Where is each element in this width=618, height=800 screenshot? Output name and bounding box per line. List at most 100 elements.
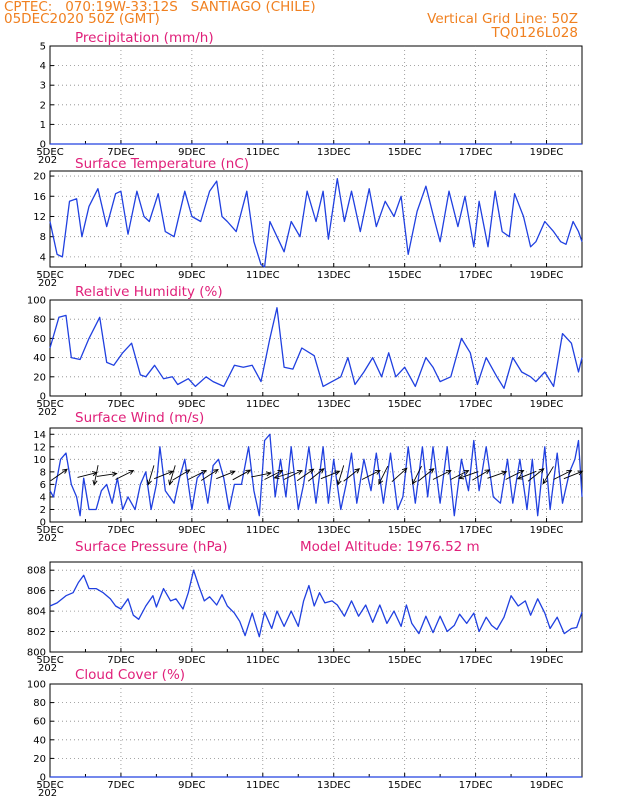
wind-arrow-head xyxy=(277,470,284,475)
x-tick-label: 15DEC xyxy=(388,525,422,536)
x-tick-label: 11DEC xyxy=(246,147,280,158)
wind-arrow xyxy=(450,470,470,480)
y-tick-label: 4 xyxy=(40,252,46,263)
wind-arrow-shaft xyxy=(527,468,544,482)
wind-arrow-shaft xyxy=(307,468,325,482)
wind-arrow xyxy=(77,471,98,478)
panel-5: 5DEC 7DEC 9DEC 11DEC 13DEC 15DEC 17DEC 19DEC 202… xyxy=(27,539,583,674)
wind-arrow-shaft xyxy=(154,470,173,480)
x-tick-label: 5DEC xyxy=(36,399,63,410)
x-year-label: 202 xyxy=(38,278,57,289)
y-tick-label: 100 xyxy=(27,680,46,691)
wind-arrow-head xyxy=(354,468,361,474)
y-tick-label: 1 xyxy=(40,120,46,131)
y-tick-label: 12 xyxy=(33,442,46,453)
y-tick-label: 40 xyxy=(33,353,46,364)
x-tick-label: 5DEC xyxy=(36,780,63,791)
x-tick-label: 7DEC xyxy=(107,655,134,666)
x-tick-label: 9DEC xyxy=(178,655,205,666)
panel-3: 5DEC 7DEC 9DEC 11DEC 13DEC 15DEC 17DEC 19DEC202… xyxy=(27,284,583,418)
panel-frame xyxy=(49,45,583,145)
y-tick-label: 0 xyxy=(40,518,46,529)
x-tick-label: 13DEC xyxy=(317,655,351,666)
wind-arrow xyxy=(378,465,389,485)
wind-arrow-head xyxy=(296,470,303,475)
wind-arrow xyxy=(96,471,118,477)
wind-arrow-shaft xyxy=(337,465,345,485)
x-year-label: 202 xyxy=(38,788,57,799)
x-tick-label: 17DEC xyxy=(459,399,493,410)
wind-arrow-shaft xyxy=(283,470,303,480)
y-tick-label: 12 xyxy=(33,212,46,223)
wind-arrow-head xyxy=(484,469,491,475)
x-tick-label: 9DEC xyxy=(178,147,205,158)
x-year-label: 202 xyxy=(38,407,57,418)
x-tick-label: 7DEC xyxy=(107,780,134,791)
x-tick-label: 19DEC xyxy=(530,525,564,536)
wind-arrow xyxy=(417,468,435,482)
wind-arrow xyxy=(487,470,508,479)
wind-arrow-shaft xyxy=(542,466,554,484)
x-tick-label: 13DEC xyxy=(317,270,351,281)
wind-arrow-head xyxy=(308,468,315,474)
wind-arrow-shaft xyxy=(147,465,155,485)
x-tick-label: 11DEC xyxy=(246,399,280,410)
wind-arrow-shaft xyxy=(50,468,68,482)
wind-arrow xyxy=(307,468,325,482)
wind-arrow-shaft xyxy=(458,471,479,479)
wind-arrow xyxy=(92,465,99,486)
wind-arrow-head xyxy=(378,478,384,485)
y-tick-label: 0 xyxy=(40,140,46,151)
wind-arrow xyxy=(343,468,361,482)
y-tick-label: 80 xyxy=(33,315,46,326)
wind-arrow-head xyxy=(542,478,548,485)
y-tick-label: 2 xyxy=(40,100,46,111)
x-tick-label: 11DEC xyxy=(246,525,280,536)
wind-arrow-head xyxy=(167,470,174,476)
wind-arrow-shaft xyxy=(361,470,381,480)
wind-arrow-shaft xyxy=(200,469,219,481)
wind-arrow-shaft xyxy=(93,465,99,485)
wind-arrow-shaft xyxy=(251,472,271,478)
wind-arrow-shaft xyxy=(391,467,408,483)
wind-arrow-shaft xyxy=(563,470,583,480)
wind-arrow xyxy=(336,465,345,486)
panel-title: Surface Temperature (nC) xyxy=(75,156,249,172)
wind-arrow-head xyxy=(577,470,584,476)
panel-frame xyxy=(49,683,583,778)
wind-arrow xyxy=(320,470,341,480)
wind-arrow xyxy=(232,469,252,481)
y-tick-label: 60 xyxy=(33,717,46,728)
wind-arrow-shaft xyxy=(487,471,507,479)
wind-arrow-head xyxy=(428,468,435,474)
series-line xyxy=(49,307,583,389)
panel-2: 5DEC 7DEC 9DEC 11DEC 13DEC 15DEC 17DEC 19DEC202… xyxy=(33,156,583,289)
y-tick-label: 808 xyxy=(27,566,46,577)
y-tick-label: 10 xyxy=(33,455,46,466)
panel-title: Precipitation (mm/h) xyxy=(75,30,214,46)
y-tick-label: 806 xyxy=(27,586,46,597)
wind-arrow-shaft xyxy=(115,470,134,480)
y-tick-label: 4 xyxy=(40,61,46,72)
y-tick-label: 802 xyxy=(27,627,46,638)
wind-arrow-head xyxy=(128,470,135,475)
y-tick-label: 80 xyxy=(33,698,46,709)
y-tick-label: 20 xyxy=(33,172,46,183)
y-tick-label: 0 xyxy=(40,392,46,403)
header-run-date: 05DEC2020 50Z (GMT) xyxy=(4,11,160,27)
y-tick-label: 16 xyxy=(33,192,46,203)
wind-arrow xyxy=(172,469,191,481)
y-tick-label: 0 xyxy=(40,773,46,784)
wind-arrow xyxy=(553,470,573,480)
wind-arrow xyxy=(527,468,545,482)
y-tick-label: 2 xyxy=(40,505,46,516)
header-grid-line: Vertical Grid Line: 50Z xyxy=(427,11,578,27)
wind-arrow xyxy=(273,471,294,480)
wind-arrow-head xyxy=(445,470,452,475)
x-tick-label: 7DEC xyxy=(107,270,134,281)
wind-arrow-head xyxy=(518,470,525,475)
x-tick-label: 5DEC xyxy=(36,270,63,281)
wind-arrow xyxy=(146,465,155,486)
wind-arrow-shaft xyxy=(188,470,207,480)
x-tick-label: 13DEC xyxy=(317,399,351,410)
